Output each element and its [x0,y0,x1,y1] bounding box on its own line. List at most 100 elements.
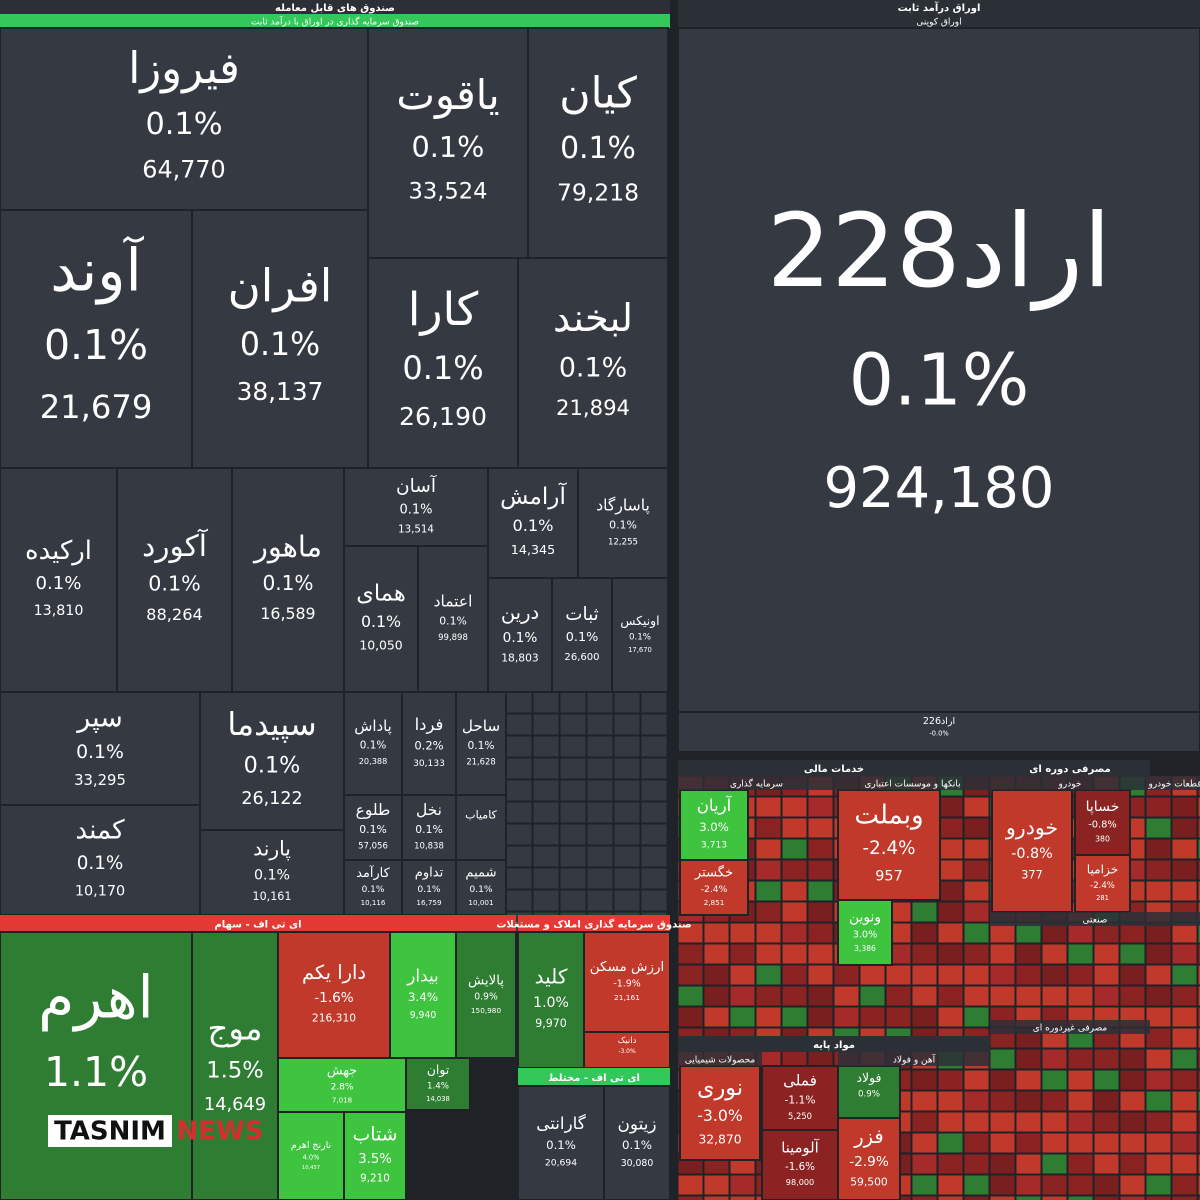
minor-tile [532,713,560,736]
tile-name: همای [356,581,405,607]
tile-value: 10,838 [414,842,444,852]
minor-tile [1093,964,1120,986]
minor-tile [1015,1111,1042,1133]
tile-name: دارا یکم [302,961,366,984]
tile-value: 377 [1021,869,1043,882]
tile-value: 64,770 [142,156,225,184]
minor-tile [640,889,668,912]
minor-tile [729,943,756,965]
minor-tile [559,713,587,736]
tile-change: 0.1% [609,518,637,531]
tile-value: 13,810 [34,603,84,619]
tile-value: 150,980 [471,1006,502,1015]
tile-change: 0.9% [474,991,498,1002]
minor-tile [937,1069,964,1091]
minor-tile [729,922,756,944]
tile [761,1065,839,1131]
minor-tile [1197,1111,1200,1133]
minor-tile [1067,1174,1094,1196]
tile-name: وبملت [854,801,923,831]
tile-change: 0.1% [399,502,432,517]
tile-value: 38,137 [237,377,324,406]
industry-header [678,776,835,790]
tile-change: 0.1% [76,742,124,763]
minor-tile [937,859,964,881]
tile-change: 0.1% [559,352,627,383]
minor-tile [1041,1195,1068,1200]
tile-change: 0.1% [412,130,485,164]
tile [343,859,403,916]
minor-tile [807,880,834,902]
minor-tile [1067,943,1094,965]
tile-value: 216,310 [312,1011,356,1024]
tile-change: 1.1% [44,1048,148,1096]
minor-tile [1119,943,1146,965]
tile-change: -3.0% [697,1106,743,1125]
minor-tile [1171,859,1198,881]
tile-value: 16,589 [260,604,315,623]
tile [191,931,279,1200]
minor-tile [963,859,990,881]
tile-change: 0.1% [145,107,222,142]
minor-tile [781,1006,808,1028]
tile-change: 0.1% [35,573,81,594]
minor-tile [963,1090,990,1112]
minor-tile [613,889,641,912]
minor-tile [911,922,938,944]
tile-change: 0.1% [417,884,441,895]
minor-tile [613,735,641,758]
minor-tile [559,735,587,758]
minor-tile [1067,964,1094,986]
section-header [990,760,1150,776]
minor-tile [937,964,964,986]
minor-tile [586,757,614,780]
minor-tile [1041,1153,1068,1175]
minor-tile [755,985,782,1007]
tile-change: 0.1% [622,1138,652,1152]
minor-tile [1041,1048,1068,1070]
tile-change: 0.1% [467,739,494,752]
minor-tile [1145,859,1172,881]
tile [517,257,669,469]
minor-tile [911,1153,938,1175]
minor-tile [677,985,704,1007]
industry-header [678,1052,762,1066]
minor-tile [532,867,560,890]
industry-title: قطعات خودرو [1147,780,1200,790]
tile [455,794,507,861]
minor-tile [703,1006,730,1028]
tile-change: -2.4% [862,838,915,859]
minor-tile [781,964,808,986]
minor-tile [937,796,964,818]
minor-tile [937,817,964,839]
industry-header [1150,776,1200,790]
industry-title: مصرفی غیردوره ای [1033,1024,1108,1034]
tile [603,1085,671,1200]
minor-tile [859,964,886,986]
minor-tile [963,817,990,839]
minor-tile [989,943,1016,965]
minor-tile [1145,1069,1172,1091]
minor-tile [1015,985,1042,1007]
minor-tile [963,1132,990,1154]
tile [191,209,369,469]
minor-tile [613,867,641,890]
minor-tile [1041,985,1068,1007]
tile-name: اهرم [38,964,154,1033]
minor-tile [1197,1027,1200,1049]
watermark-box [48,1115,172,1147]
tile-change: 0.1% [262,571,313,595]
minor-tile [937,880,964,902]
minor-tile [989,1132,1016,1154]
minor-tile [781,796,808,818]
tile-change: -2.9% [849,1154,889,1170]
minor-tile [586,845,614,868]
minor-tile [937,1195,964,1200]
tile-value: 380 [1095,834,1110,843]
tile-name: ماهور [252,529,322,563]
minor-tile [807,985,834,1007]
minor-tile [505,691,533,714]
tile [367,27,529,259]
tile-value: 3,386 [854,944,876,953]
minor-tile [937,1174,964,1196]
